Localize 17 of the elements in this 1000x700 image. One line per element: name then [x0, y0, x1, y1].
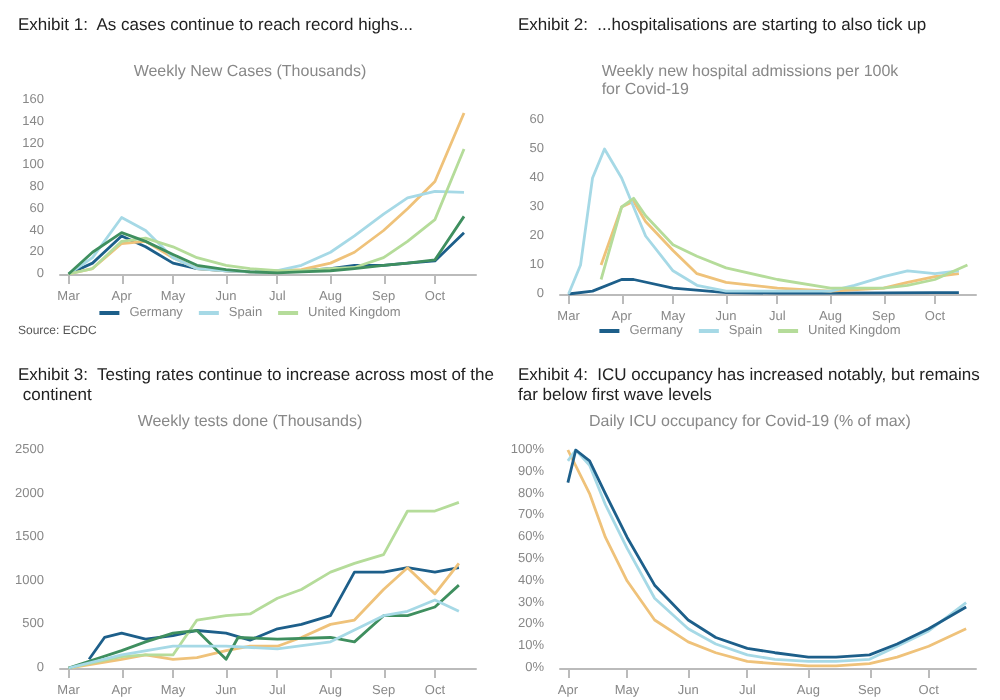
line-series	[567, 147, 961, 296]
chart-title: Exhibit 4: ICU occupancy has increased notably, but remains far below first wave levels	[518, 364, 985, 404]
line-series	[67, 598, 461, 670]
chart-title: Exhibit 3: Testing rates continue to increase across most of the continent	[18, 364, 495, 404]
line-series	[67, 214, 466, 276]
chart-subtitle: Weekly New Cases (Thousands)	[133, 62, 368, 80]
line-series	[67, 561, 461, 670]
chart-subtitle: Weekly tests done (Thousands)	[137, 412, 364, 430]
chart-subtitle: Weekly new hospital admissions per 100k for Covid-19	[601, 62, 901, 98]
line-series	[567, 278, 961, 296]
line-series	[67, 583, 461, 670]
line-series	[87, 566, 461, 661]
chart-title: Exhibit 2: ...hospitalisations are starting to also tick up	[518, 14, 927, 34]
chart-title: Exhibit 1: As cases continue to reach record highs...	[18, 14, 413, 34]
line-series	[67, 147, 466, 276]
line-series	[67, 500, 461, 670]
chart-subtitle: Daily ICU occupancy for Covid-19 (% of max)	[589, 412, 912, 430]
